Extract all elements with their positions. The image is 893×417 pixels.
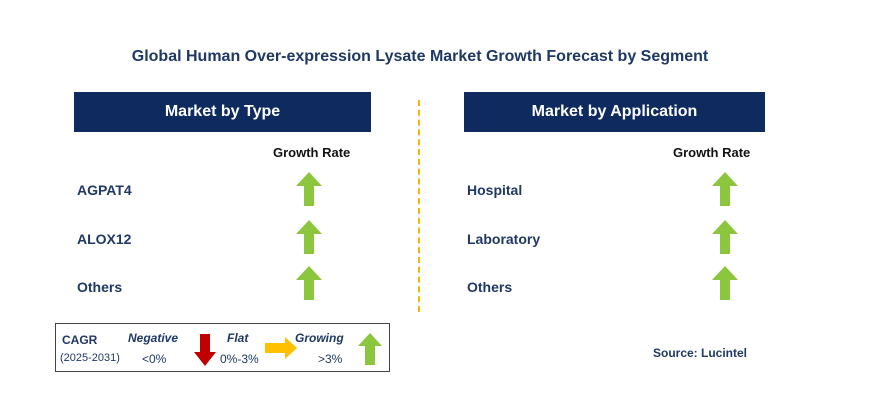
legend-flat-label: Flat bbox=[227, 331, 249, 345]
green-up-arrow-icon bbox=[296, 172, 322, 206]
type-row-label: Others bbox=[77, 279, 123, 295]
legend-negative-label: Negative bbox=[128, 331, 179, 345]
green-up-arrow-icon bbox=[712, 220, 738, 254]
legend-flat-range: 0%-3% bbox=[220, 352, 259, 366]
legend-growing-range: >3% bbox=[318, 352, 343, 366]
type-growth-rate-label: Growth Rate bbox=[273, 145, 351, 160]
application-panel-header: Market by Application bbox=[464, 92, 765, 132]
green-up-arrow-icon bbox=[296, 220, 322, 254]
cagr-legend: CAGR (2025-2031) Negative <0% Flat 0%-3%… bbox=[55, 323, 390, 372]
legend-cagr-label: CAGR bbox=[62, 333, 98, 347]
green-up-arrow-icon bbox=[358, 333, 382, 365]
type-row-label: AGPAT4 bbox=[77, 182, 132, 198]
application-row-label: Laboratory bbox=[467, 231, 541, 247]
legend-growing-label: Growing bbox=[295, 331, 344, 345]
page-title: Global Human Over-expression Lysate Mark… bbox=[131, 48, 709, 65]
application-row-label: Others bbox=[467, 279, 513, 295]
yellow-right-arrow-icon bbox=[265, 337, 297, 359]
application-growth-rate-label: Growth Rate bbox=[673, 145, 751, 160]
red-down-arrow-icon bbox=[194, 334, 216, 366]
green-up-arrow-icon bbox=[712, 172, 738, 206]
application-row-label: Hospital bbox=[467, 182, 523, 198]
source-label: Source: Lucintel bbox=[653, 346, 748, 360]
legend-period: (2025-2031) bbox=[60, 352, 120, 364]
panel-divider bbox=[418, 100, 420, 312]
type-panel-header: Market by Type bbox=[74, 92, 371, 132]
green-up-arrow-icon bbox=[296, 266, 322, 300]
legend-negative-range: <0% bbox=[142, 352, 167, 366]
green-up-arrow-icon bbox=[712, 266, 738, 300]
type-row-label: ALOX12 bbox=[77, 231, 132, 247]
